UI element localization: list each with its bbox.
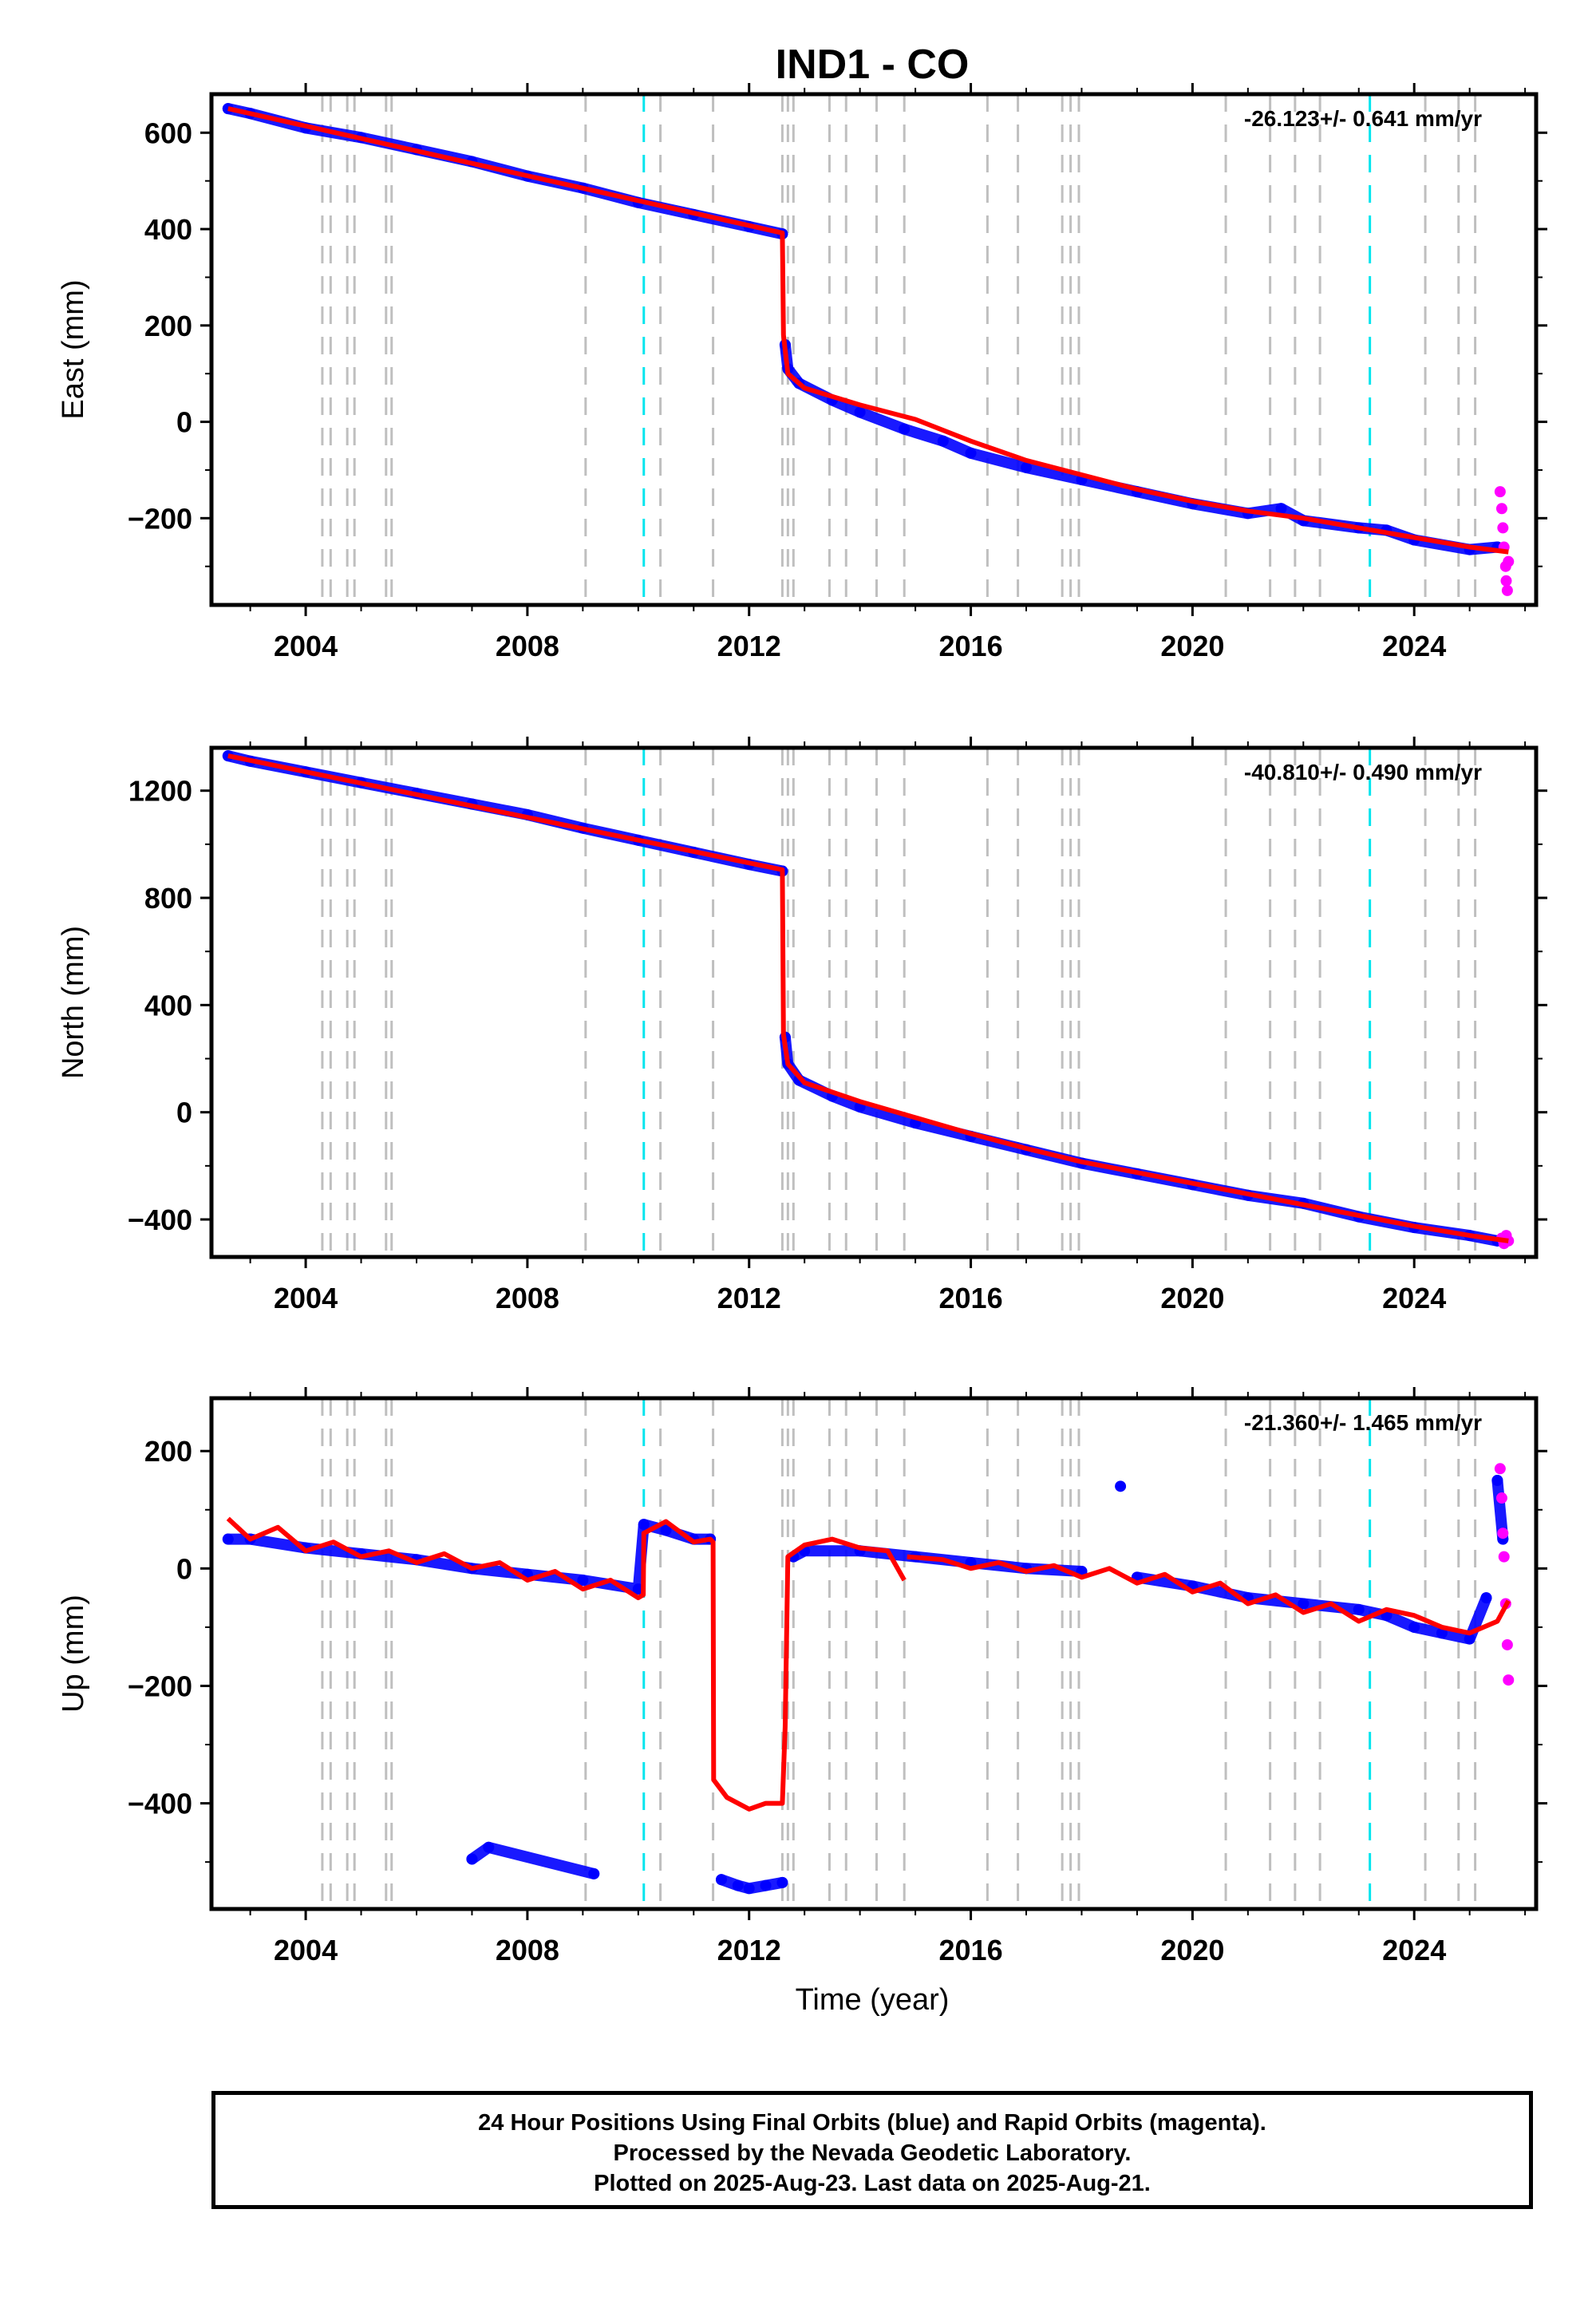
y-tick-label: 800 bbox=[144, 882, 192, 915]
panel-data bbox=[222, 750, 1515, 1250]
x-tick-label: 2004 bbox=[274, 630, 338, 662]
final-orbit-band bbox=[222, 1475, 1509, 1895]
footer-line-3: Plotted on 2025-Aug-23. Last data on 202… bbox=[594, 2171, 1151, 2196]
x-tick-label: 2024 bbox=[1382, 630, 1446, 662]
rate-label: -26.123+/- 0.641 mm/yr bbox=[1244, 106, 1482, 131]
y-tick-label: 0 bbox=[176, 406, 192, 439]
y-tick-label: −400 bbox=[128, 1788, 192, 1820]
y-tick-label: 400 bbox=[144, 989, 192, 1022]
y-tick-label: 200 bbox=[144, 1435, 192, 1468]
x-tick-label: 2012 bbox=[717, 630, 781, 662]
rapid-orbit-point bbox=[1503, 555, 1515, 567]
x-tick-label: 2012 bbox=[717, 1934, 781, 1966]
rapid-orbit-point bbox=[1495, 503, 1507, 515]
x-tick-label: 2004 bbox=[274, 1934, 338, 1966]
panel-2: 1200 800 400 0 −400 2004 2008 2012 2016 2020 2024 N… bbox=[57, 737, 1547, 1314]
x-tick-label: 2008 bbox=[496, 630, 559, 662]
final-orbit-point bbox=[1115, 1480, 1127, 1492]
footer-line-2: Processed by the Nevada Geodetic Laborat… bbox=[613, 2140, 1132, 2166]
panels-layer: 600 400 200 0 −200 2004 2008 2012 2016 2020 2024 Ea… bbox=[57, 83, 1547, 1966]
rapid-orbit-point bbox=[1501, 1638, 1513, 1650]
rapid-orbit-point bbox=[1503, 1674, 1515, 1686]
footer-line-1: 24 Hour Positions Using Final Orbits (bl… bbox=[478, 2110, 1266, 2136]
footer-caption-box: 24 Hour Positions Using Final Orbits (bl… bbox=[211, 2091, 1533, 2209]
y-tick-label: 1200 bbox=[128, 775, 192, 808]
x-tick-label: 2024 bbox=[1382, 1282, 1446, 1314]
rate-label: -21.360+/- 1.465 mm/yr bbox=[1244, 1410, 1482, 1435]
y-axis-title: East (mm) bbox=[57, 279, 90, 419]
y-axis-title: Up (mm) bbox=[57, 1595, 90, 1713]
x-tick-label: 2012 bbox=[717, 1282, 781, 1314]
final-orbit-band bbox=[222, 103, 1503, 555]
model-fit-line bbox=[227, 753, 1509, 1243]
rapid-orbit-point bbox=[1501, 584, 1513, 596]
chart-title: IND1 - CO bbox=[776, 41, 970, 88]
x-tick-label: 2016 bbox=[939, 1282, 1003, 1314]
y-tick-label: 0 bbox=[176, 1097, 192, 1129]
x-tick-label: 2020 bbox=[1160, 1282, 1224, 1314]
panel-data bbox=[222, 103, 1515, 596]
x-axis-title: Time (year) bbox=[796, 1983, 950, 2017]
panel-frame bbox=[209, 92, 1539, 607]
rapid-orbit-point bbox=[1497, 522, 1509, 534]
model-fit-line bbox=[227, 106, 1509, 555]
x-tick-label: 2020 bbox=[1160, 1934, 1224, 1966]
panel-data bbox=[222, 1463, 1515, 1895]
rate-label: -40.810+/- 0.490 mm/yr bbox=[1244, 760, 1482, 785]
rapid-orbit-point bbox=[1494, 1463, 1506, 1475]
rapid-orbit-point bbox=[1498, 1551, 1510, 1563]
panel-3: 200 0 −200 −400 2004 2008 2012 2016 2020 2024 Up (… bbox=[57, 1387, 1547, 1966]
x-tick-label: 2024 bbox=[1382, 1934, 1446, 1966]
x-tick-label: 2004 bbox=[274, 1282, 338, 1314]
rapid-orbit-point bbox=[1495, 1492, 1507, 1504]
x-tick-label: 2016 bbox=[939, 1934, 1003, 1966]
rapid-orbit-point bbox=[1494, 486, 1506, 498]
y-tick-label: 400 bbox=[144, 213, 192, 246]
model-fit-line bbox=[226, 1516, 1511, 1812]
y-axis-title: North (mm) bbox=[57, 926, 90, 1079]
rapid-orbit-point bbox=[1500, 575, 1512, 587]
y-tick-label: 200 bbox=[144, 310, 192, 342]
final-orbit-band bbox=[222, 750, 1503, 1247]
panel-1: 600 400 200 0 −200 2004 2008 2012 2016 2020 2024 Ea… bbox=[57, 83, 1547, 662]
x-tick-label: 2020 bbox=[1160, 630, 1224, 662]
rapid-orbit-point bbox=[1497, 1528, 1509, 1539]
y-tick-label: 0 bbox=[176, 1552, 192, 1585]
y-tick-label: 600 bbox=[144, 117, 192, 149]
x-tick-label: 2008 bbox=[496, 1934, 559, 1966]
x-tick-label: 2008 bbox=[496, 1282, 559, 1314]
y-tick-label: −200 bbox=[128, 502, 192, 535]
panel-frame bbox=[209, 1396, 1539, 1911]
panel-frame bbox=[209, 745, 1539, 1259]
y-tick-label: −200 bbox=[128, 1670, 192, 1702]
y-tick-label: −400 bbox=[128, 1203, 192, 1236]
x-tick-label: 2016 bbox=[939, 630, 1003, 662]
